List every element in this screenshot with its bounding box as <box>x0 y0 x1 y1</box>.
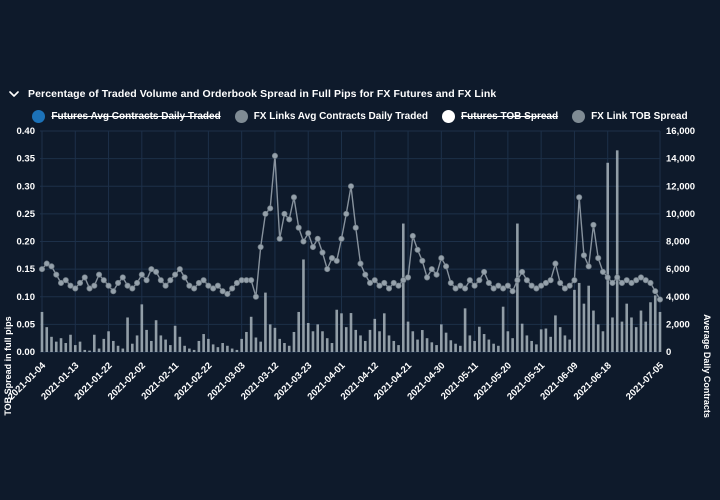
svg-text:0.30: 0.30 <box>17 181 36 192</box>
legend-label: Futures Avg Contracts Daily Traded <box>51 111 221 122</box>
x-axis-labels: 2021-01-042021-01-132021-01-222021-02-02… <box>6 360 667 403</box>
svg-text:0.10: 0.10 <box>17 292 36 303</box>
legend-item-futures-tob-spread[interactable]: Futures TOB Spread <box>442 110 558 123</box>
legend-item-fx-link-tob-spread[interactable]: FX Link TOB Spread <box>572 110 688 123</box>
y-axis-left-labels: 0.00 0.05 0.10 0.15 0.20 0.25 0.30 0.35 0.40 <box>17 126 36 358</box>
left-axis-title: TOB Spread in full pips <box>3 316 13 416</box>
svg-text:16,000: 16,000 <box>666 126 695 137</box>
bar-series-fx-links-avg-contracts <box>40 150 662 353</box>
svg-text:2,000: 2,000 <box>666 319 690 330</box>
legend-item-futures-avg-contracts-daily-traded[interactable]: Futures Avg Contracts Daily Traded <box>32 110 221 123</box>
svg-text:10,000: 10,000 <box>666 209 695 220</box>
svg-text:0.25: 0.25 <box>17 209 36 220</box>
svg-text:0.20: 0.20 <box>17 237 36 248</box>
svg-text:2021-07-05: 2021-07-05 <box>624 360 667 403</box>
svg-text:8,000: 8,000 <box>666 237 690 248</box>
svg-text:0.00: 0.00 <box>17 347 36 358</box>
legend-label: FX Link TOB Spread <box>591 111 688 122</box>
chevron-down-icon[interactable] <box>8 88 20 100</box>
svg-text:14,000: 14,000 <box>666 154 695 165</box>
line-series-fx-link-tob-spread <box>38 152 664 303</box>
svg-text:0: 0 <box>666 347 671 358</box>
legend-marker-icon <box>572 110 586 123</box>
chart-title: Percentage of Traded Volume and Orderboo… <box>28 88 497 100</box>
svg-text:0.15: 0.15 <box>17 264 36 275</box>
chart-legend: Futures Avg Contracts Daily Traded FX Lin… <box>0 110 720 123</box>
grid <box>40 130 661 353</box>
svg-text:0.35: 0.35 <box>17 154 36 165</box>
y-axis-right-labels: 0 2,000 4,000 6,000 8,000 10,000 12,000 14,000 1… <box>666 126 695 358</box>
svg-text:4,000: 4,000 <box>666 292 690 303</box>
legend-marker-icon <box>442 110 456 123</box>
legend-label: Futures TOB Spread <box>461 111 559 122</box>
right-axis-title: Average Daily Contracts <box>702 314 712 418</box>
svg-text:12,000: 12,000 <box>666 181 695 192</box>
chart-header: Percentage of Traded Volume and Orderboo… <box>8 88 496 100</box>
chart-canvas: 0.00 0.05 0.10 0.15 0.20 0.25 0.30 0.35 0.40 0 2,0… <box>6 126 695 403</box>
svg-text:0.40: 0.40 <box>17 126 36 137</box>
legend-marker-icon <box>234 110 248 123</box>
legend-item-fx-links-avg-contracts-daily-traded[interactable]: FX Links Avg Contracts Daily Traded <box>234 110 429 123</box>
legend-marker-icon <box>32 110 46 123</box>
svg-text:0.05: 0.05 <box>17 319 36 330</box>
svg-text:6,000: 6,000 <box>666 264 690 275</box>
legend-label: FX Links Avg Contracts Daily Traded <box>253 111 429 122</box>
